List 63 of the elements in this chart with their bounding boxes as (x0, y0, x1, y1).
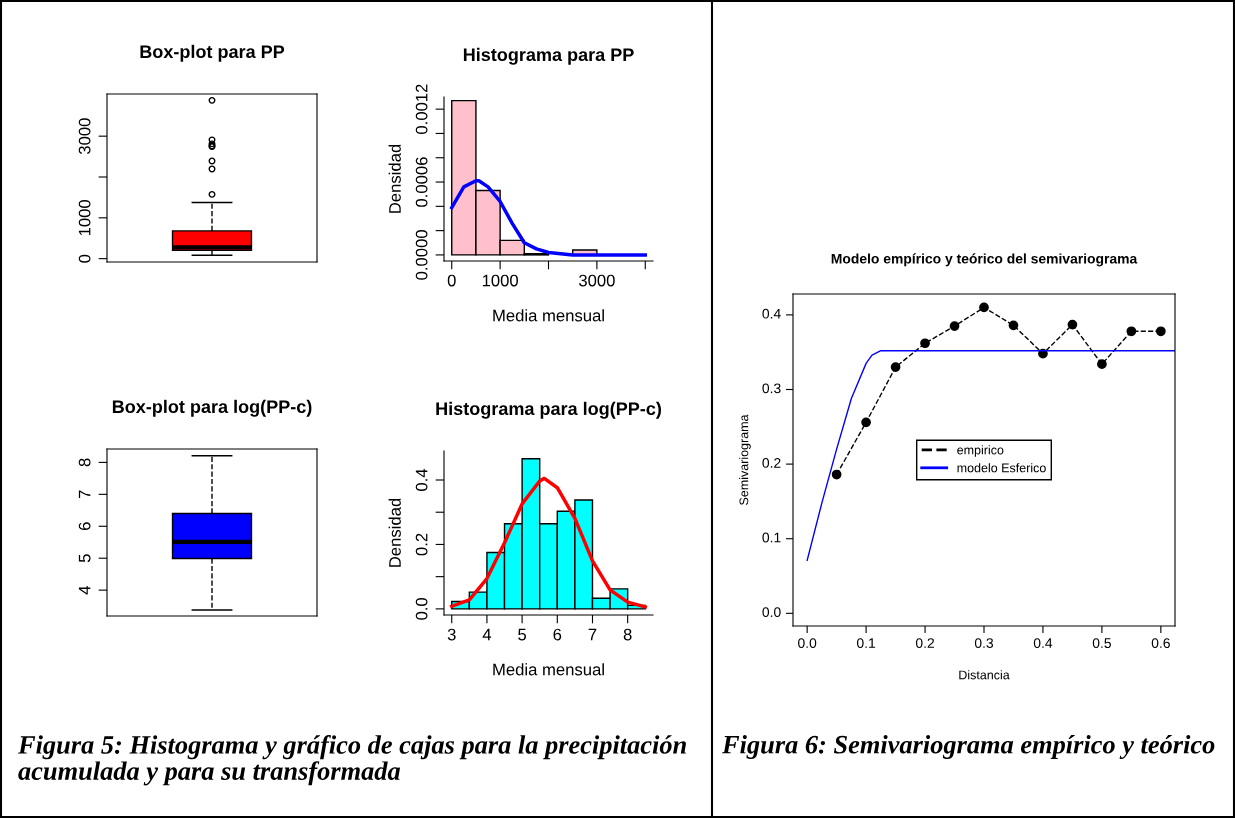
x-tick-label: 0.6 (1151, 638, 1170, 649)
y-tick-label: 4 (78, 585, 91, 595)
y-tick-label: 3000 (78, 118, 91, 155)
point (861, 417, 871, 428)
legend-label: empirico (957, 445, 1004, 457)
text: 0.0 (798, 638, 817, 649)
text: Figura 5: Histograma y gráfico de cajas para la precipitación acumulada y para su transformada (17, 735, 686, 786)
point (1097, 359, 1107, 369)
y-tick-label: 0.4 (415, 468, 428, 491)
chart-title: Box-plot para PP (140, 44, 285, 62)
x-tick-label: 7 (588, 628, 597, 641)
legend-label: modelo Esferico (957, 463, 1046, 473)
x-axis-title: Media mensual (493, 663, 604, 676)
x-tick-label: 4 (482, 628, 492, 641)
y-tick-label: 7 (78, 490, 91, 499)
point (1067, 319, 1078, 330)
point (1008, 320, 1019, 331)
x-tick-label: 0.5 (1092, 638, 1111, 649)
x-tick-label: 0.4 (1033, 638, 1053, 649)
chart-title: Histograma para PP (463, 47, 634, 65)
y-tick-label: 0.4 (762, 308, 781, 319)
line-series (450, 476, 647, 609)
y-tick-label: 0.3 (762, 383, 781, 394)
x-tick-label: 0.3 (974, 638, 994, 649)
y-tick-label: 0.1 (762, 532, 781, 543)
x-tick-label: 0.2 (915, 638, 935, 649)
y-tick-label: 0.0 (415, 597, 428, 620)
x-tick-label: 0.1 (856, 638, 876, 649)
line-series (806, 350, 1175, 562)
text: Figura 6: Semivariograma empírico y teórico (721, 735, 1215, 760)
x-tick-label: 3 (447, 628, 456, 641)
y-tick-label: 6 (78, 522, 91, 531)
chart-title: Modelo empírico y teórico del semivariograma (831, 253, 1138, 267)
y-axis-title: Semivariograma (739, 414, 751, 505)
point (831, 469, 842, 480)
point (920, 338, 930, 349)
point (890, 362, 901, 372)
x-tick-label: 8 (623, 628, 632, 641)
chart-title: Histograma para log(PP-c) (436, 401, 661, 419)
y-axis-title: Densidad (388, 498, 401, 567)
point (1155, 326, 1166, 337)
x-tick-label: 3000 (578, 274, 615, 287)
line-series (450, 179, 647, 257)
x-axis-title: Distancia (959, 670, 1010, 680)
y-tick-label: 5 (78, 554, 91, 563)
y-tick-label: 0.2 (415, 533, 428, 556)
text: 0.0000 (415, 230, 428, 280)
point (1126, 326, 1137, 337)
y-axis-title: Densidad (388, 144, 401, 213)
y-tick-label: 0.0012 (415, 84, 428, 134)
point (949, 321, 960, 331)
x-tick-label: 6 (553, 628, 562, 641)
y-tick-label: 0 (78, 254, 91, 263)
y-tick-label: 8 (78, 458, 91, 467)
x-tick-label: 0 (447, 274, 456, 287)
x-tick-label: 5 (518, 628, 527, 641)
x-tick-label: 1000 (482, 274, 519, 287)
y-tick-label: 1000 (78, 199, 91, 236)
y-tick-label: 0.2 (762, 458, 781, 468)
chart-title: Box-plot para log(PP-c) (112, 399, 312, 417)
point (979, 302, 989, 313)
y-tick-label: 0.0006 (415, 157, 428, 207)
x-axis-title: Media mensual (493, 309, 604, 322)
